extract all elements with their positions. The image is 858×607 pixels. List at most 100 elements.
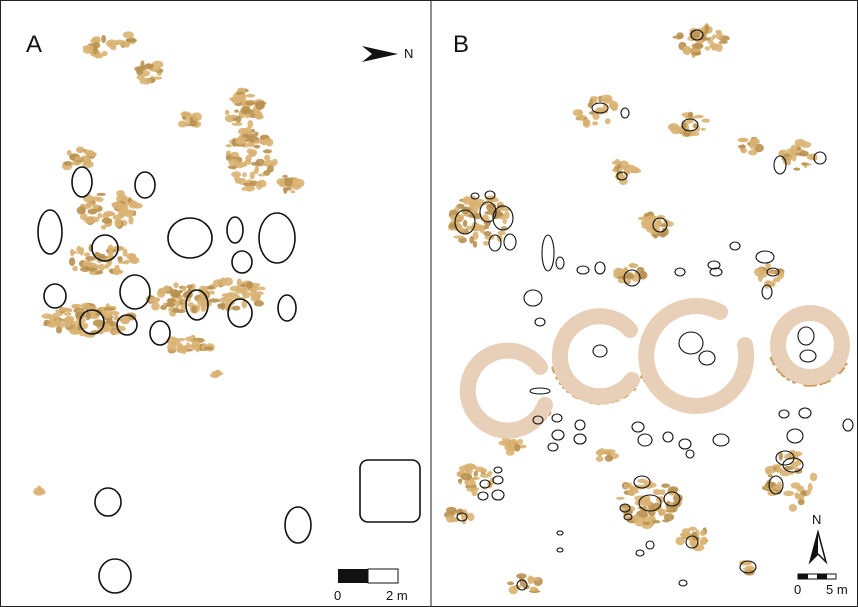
gold-patch (80, 247, 85, 256)
gold-patch (514, 444, 520, 452)
gold-patch (795, 139, 806, 146)
gold-patch (507, 581, 514, 585)
gold-patch (244, 159, 251, 165)
gold-patch (140, 78, 152, 85)
gold-patch (84, 151, 94, 155)
figure: A B N N 0 2 m 0 5 m (0, 0, 858, 607)
gold-patch (598, 448, 606, 454)
gold-patch (245, 94, 255, 98)
gold-patch (104, 310, 112, 319)
gold-patch (124, 42, 130, 48)
gold-patch (483, 231, 491, 236)
gold-patch (660, 489, 666, 495)
gold-patch (469, 236, 474, 244)
gold-patch (242, 172, 247, 177)
gold-patch (236, 116, 242, 123)
gold-patch (616, 497, 625, 500)
gold-patch (213, 279, 222, 287)
gold-patch (480, 468, 487, 472)
north-label: N (812, 512, 821, 527)
gold-patch (124, 260, 130, 265)
gold-patch (254, 291, 263, 295)
gold-patch (458, 479, 462, 483)
gold-patch (173, 282, 178, 288)
gold-patch (208, 298, 220, 302)
gold-patch (219, 297, 227, 303)
gold-patch (180, 111, 191, 116)
gold-patch (791, 482, 801, 488)
gold-patch (638, 217, 650, 221)
gold-patch (190, 122, 198, 127)
gold-patch (74, 156, 81, 160)
gold-patch (637, 479, 647, 483)
gold-patch (461, 473, 472, 480)
gold-patch (178, 121, 187, 128)
gold-patch (240, 106, 251, 114)
gold-patch (192, 306, 197, 313)
gold-patch (84, 217, 94, 224)
gold-patch (203, 286, 208, 291)
gold-patch (787, 156, 792, 160)
gold-patch (59, 322, 64, 328)
gold-patch (284, 178, 293, 187)
gold-patch (59, 307, 69, 311)
gold-patch (254, 300, 264, 306)
gold-patch (503, 219, 507, 224)
gold-patch (255, 114, 264, 120)
gold-patch (669, 125, 675, 128)
gold-patch (228, 159, 238, 166)
gold-patch (624, 483, 628, 489)
gold-patch (765, 263, 771, 268)
gold-patch (214, 372, 218, 378)
gold-patch (676, 32, 683, 39)
gold-patch (205, 347, 214, 351)
gold-patch (711, 44, 718, 50)
gold-patch (83, 156, 91, 165)
gold-patch (474, 487, 480, 490)
gold-patch (114, 40, 124, 45)
gold-patch (652, 520, 661, 523)
gold-patch (738, 145, 746, 148)
gold-patch (237, 94, 246, 103)
scale-bar (368, 569, 398, 583)
gold-patch (230, 152, 239, 157)
gold-patch (234, 176, 240, 180)
gold-patch (700, 537, 707, 545)
gold-patch (101, 35, 106, 43)
gold-patch (446, 516, 456, 523)
gold-patch (191, 343, 200, 350)
gold-patch (632, 514, 640, 522)
gold-patch (136, 68, 143, 76)
gold-patch (201, 344, 206, 350)
gold-patch (108, 245, 114, 252)
gold-patch (234, 110, 238, 113)
gold-patch (263, 138, 270, 143)
gold-patch (741, 148, 747, 154)
gold-patch (480, 474, 492, 478)
gold-patch (605, 118, 611, 124)
gold-patch (113, 270, 124, 275)
gold-patch (80, 266, 90, 272)
gold-patch (163, 285, 170, 291)
gold-patch (97, 254, 106, 259)
gold-patch (282, 175, 288, 178)
gold-patch (692, 52, 701, 56)
gold-patch (738, 139, 748, 143)
gold-patch (661, 484, 670, 488)
gold-patch (612, 161, 623, 165)
gold-patch (793, 168, 800, 171)
gold-patch (106, 317, 113, 323)
gold-patch (612, 169, 618, 172)
gold-patch (253, 111, 261, 115)
gold-patch (605, 455, 613, 462)
gold-patch (609, 101, 618, 110)
gold-patch (172, 308, 180, 313)
gold-patch (798, 499, 805, 505)
gold-patch (592, 98, 597, 104)
gold-patch (792, 153, 797, 162)
gold-patch (151, 302, 160, 311)
gold-patch (689, 527, 697, 531)
gold-patch (192, 113, 196, 118)
gold-patch (126, 253, 135, 260)
gold-patch (41, 313, 52, 319)
